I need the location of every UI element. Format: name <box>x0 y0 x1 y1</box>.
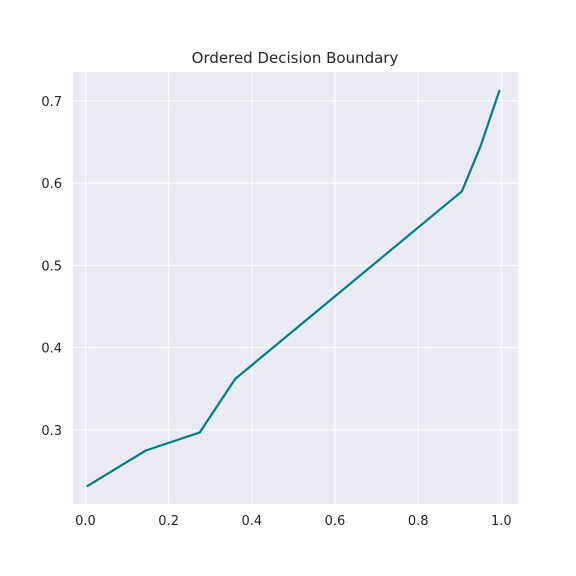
x-tick-label: 0.6 <box>325 514 346 529</box>
chart-title: Ordered Decision Boundary <box>192 49 399 67</box>
x-tick-label: 1.0 <box>491 514 512 529</box>
x-tick-label: 0.8 <box>408 514 429 529</box>
series-line <box>86 89 501 487</box>
y-tick-label: 0.5 <box>41 259 62 274</box>
y-axis: 0.3 0.4 0.5 0.6 0.7 <box>41 95 62 439</box>
x-tick-label: 0.4 <box>241 514 262 529</box>
y-tick-label: 0.3 <box>41 424 62 439</box>
plot-area <box>73 72 518 504</box>
y-tick-label: 0.4 <box>41 342 62 357</box>
grid <box>73 72 518 504</box>
x-axis: 0.0 0.2 0.4 0.6 0.8 1.0 <box>75 514 512 529</box>
y-tick-label: 0.7 <box>41 95 62 110</box>
x-tick-label: 0.2 <box>158 514 179 529</box>
y-tick-label: 0.6 <box>41 177 62 192</box>
x-tick-label: 0.0 <box>75 514 96 529</box>
series-group <box>86 89 501 487</box>
